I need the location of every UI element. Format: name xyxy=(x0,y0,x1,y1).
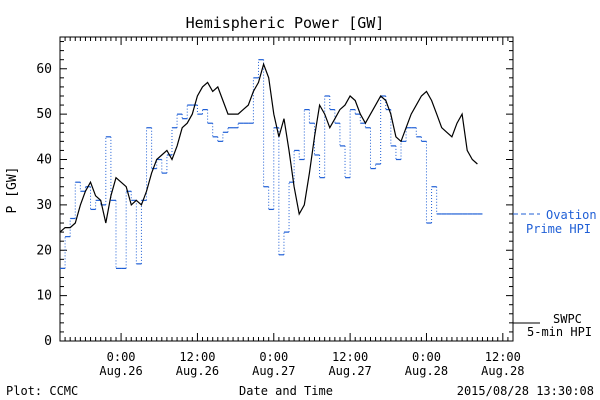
x-tick-label-date: Aug.27 xyxy=(252,364,295,378)
x-tick-label-time: 12:00 xyxy=(485,350,521,364)
y-axis-label: P [GW] xyxy=(5,167,20,214)
ovation-legend: Ovation Prime HPI xyxy=(513,208,597,236)
y-tick-label: 50 xyxy=(36,107,52,122)
swpc-legend: SWPC 5-min HPI xyxy=(513,312,592,339)
ovation-legend-label-line2: Prime HPI xyxy=(526,222,591,236)
x-tick-label-date: Aug.26 xyxy=(99,364,142,378)
y-tick-label: 20 xyxy=(36,243,52,258)
chart-title: Hemispheric Power [GW] xyxy=(186,14,385,32)
swpc-line xyxy=(59,62,478,233)
y-tick-label: 40 xyxy=(36,153,52,168)
x-tick-label-time: 0:00 xyxy=(259,350,288,364)
y-axis-ticks: 0 10 20 30 40 50 60 xyxy=(36,41,513,349)
footer-plot-source: Plot: CCMC xyxy=(6,384,78,398)
x-tick-label-date: Aug.28 xyxy=(481,364,524,378)
y-tick-label: 60 xyxy=(36,62,52,77)
y-tick-label: 30 xyxy=(36,198,52,213)
x-tick-label-date: Aug.28 xyxy=(405,364,448,378)
footer-timestamp: 2015/08/28 13:30:08 xyxy=(457,384,594,398)
swpc-legend-label-line1: SWPC xyxy=(553,312,582,326)
x-tick-label-time: 0:00 xyxy=(412,350,441,364)
x-tick-label-date: Aug.27 xyxy=(328,364,371,378)
ovation-legend-label-line1: Ovation xyxy=(546,208,597,222)
plot-frame xyxy=(59,36,514,342)
x-axis-label: Date and Time xyxy=(239,384,333,398)
x-tick-label-date: Aug.26 xyxy=(176,364,219,378)
x-axis-ticks: 0:00Aug.2612:00Aug.260:00Aug.2712:00Aug.… xyxy=(59,37,524,378)
x-tick-label-time: 12:00 xyxy=(179,350,215,364)
swpc-legend-label-line2: 5-min HPI xyxy=(527,325,592,339)
ovation-prime-series xyxy=(60,59,483,270)
swpc-series xyxy=(59,62,478,233)
y-tick-label: 10 xyxy=(36,289,52,304)
x-tick-label-time: 0:00 xyxy=(107,350,136,364)
y-tick-label: 0 xyxy=(44,334,52,349)
x-tick-label-time: 12:00 xyxy=(332,350,368,364)
